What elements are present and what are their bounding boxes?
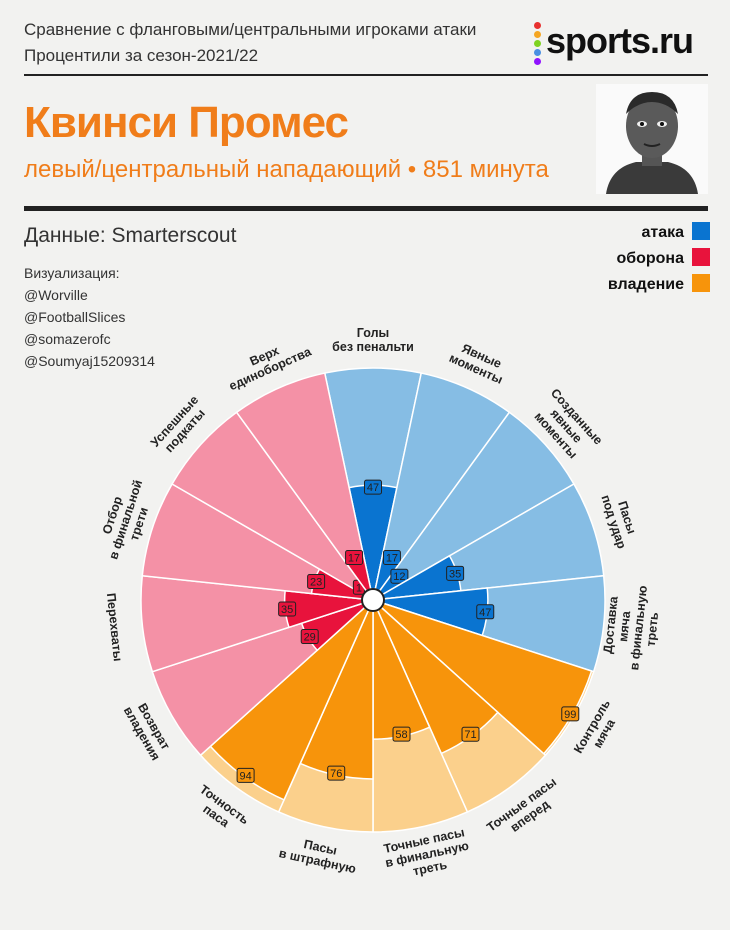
value-label-box [390, 568, 409, 584]
player-subtitle: левый/центральный нападающий • 851 минут… [24, 156, 549, 183]
logo-text: sports.ru [546, 20, 694, 61]
value-label-box [364, 479, 382, 495]
value-label-text: 12 [393, 571, 405, 583]
category-label-line: треть [644, 611, 662, 647]
title-divider [24, 206, 708, 211]
value-label: 99 [561, 706, 580, 722]
value-label-box [446, 565, 465, 581]
logo-dot [534, 31, 541, 38]
category-label-line: Пасы [303, 837, 339, 858]
value-label-text: 17 [348, 552, 360, 564]
legend-item-defense: оборона [608, 248, 710, 274]
value-label-text: 47 [479, 607, 491, 619]
logo-dot [534, 22, 541, 29]
category-label-line: мяча [616, 609, 633, 642]
value-label-box [236, 767, 255, 783]
value-label: 47 [364, 479, 382, 495]
legend-item-possession: владение [608, 274, 710, 300]
category-label: Перехваты [104, 592, 125, 662]
legend-label: атака [641, 224, 684, 241]
value-label-box [476, 604, 495, 620]
viz-credit-line: @Worville [24, 287, 88, 303]
value-label: 47 [476, 604, 495, 620]
value-label-text: 35 [449, 568, 461, 580]
viz-credits: Визуализация: @Worville @FootballSlices … [24, 262, 155, 372]
value-label: 35 [278, 601, 297, 617]
value-label-box [382, 549, 401, 565]
value-label-text: 35 [281, 604, 293, 616]
sports-ru-logo: sports.ru [534, 20, 710, 67]
value-label-box [300, 629, 319, 645]
value-label-text: 76 [330, 768, 342, 780]
value-label: 29 [300, 629, 319, 645]
legend-swatch [692, 248, 710, 266]
value-label: 71 [461, 726, 480, 742]
viz-credit-line: @Soumyaj15209314 [24, 353, 155, 369]
player-photo [596, 84, 708, 194]
value-label-text: 17 [386, 552, 398, 564]
value-label-box [461, 726, 480, 742]
legend-swatch [692, 274, 710, 292]
value-label-text: 23 [310, 577, 322, 589]
viz-credit-line: @FootballSlices [24, 309, 126, 325]
viz-credit-line: Визуализация: [24, 265, 120, 281]
value-label: 58 [392, 726, 411, 742]
header-line-2: Процентили за сезон-2021/22 [24, 46, 259, 65]
category-label-line: без пенальти [332, 340, 414, 354]
center-hub [361, 588, 385, 612]
legend-swatch [692, 222, 710, 240]
value-label-box [345, 549, 364, 565]
player-portrait-icon [596, 84, 708, 194]
header-line-1: Сравнение с фланговыми/центральными игро… [24, 20, 477, 39]
logo-dot [534, 58, 541, 65]
value-label: 76 [327, 765, 346, 781]
logo-dot [534, 40, 541, 47]
legend-item-attack: атака [608, 222, 710, 248]
value-label-box [392, 726, 411, 742]
value-label-text: 99 [564, 709, 576, 721]
value-label-text: 29 [304, 632, 316, 644]
category-label-line: Перехваты [104, 592, 125, 662]
value-label-box [561, 706, 580, 722]
value-label-box [327, 765, 346, 781]
value-label: 94 [236, 767, 255, 783]
legend-label: оборона [616, 250, 684, 267]
value-label-text: 47 [367, 482, 379, 494]
value-label: 17 [345, 549, 364, 565]
data-source: Данные: Smarterscout [24, 224, 237, 247]
value-label-box [307, 574, 326, 590]
value-label: 12 [390, 568, 409, 584]
value-label-box [278, 601, 297, 617]
value-label-text: 58 [395, 729, 407, 741]
logo-dot [534, 49, 541, 56]
value-label-text: 71 [464, 729, 476, 741]
player-name: Квинси Промес [24, 98, 349, 147]
logo-dots-icon [534, 22, 542, 67]
value-label-text: 94 [239, 770, 251, 782]
legend: атака оборона владение [608, 222, 710, 300]
value-label: 23 [307, 574, 326, 590]
viz-credit-line: @somazerofc [24, 331, 111, 347]
category-label-line: Голы [357, 326, 389, 340]
value-label: 17 [382, 549, 401, 565]
value-label: 35 [446, 565, 465, 581]
category-label-line: Доставка [601, 595, 621, 655]
top-divider [24, 74, 708, 76]
legend-label: владение [607, 276, 684, 293]
value-label-text: 1 [356, 582, 362, 594]
